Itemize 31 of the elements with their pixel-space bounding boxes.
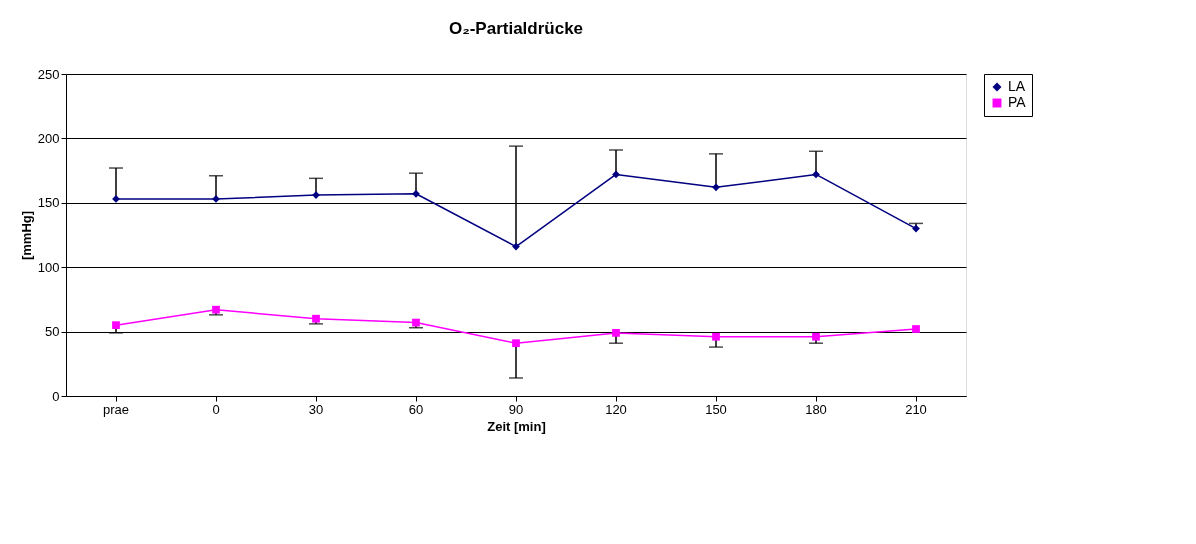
point (712, 332, 720, 341)
x-tick-label: 0 (212, 401, 220, 417)
point (412, 189, 420, 198)
y-tick-label: 50 (45, 324, 60, 340)
y-axis-title: [mmHg] (18, 210, 34, 261)
x-tick-label: 90 (508, 401, 524, 417)
x-tick-label: 120 (605, 401, 627, 417)
x-tick-label: 150 (705, 401, 727, 417)
point (712, 183, 720, 192)
y-tick-label: 0 (52, 388, 60, 404)
point (112, 321, 120, 330)
point (612, 329, 620, 337)
point (912, 325, 920, 333)
point (512, 339, 520, 348)
legend-label: LA (1008, 78, 1026, 94)
chart-title: O₂-Partialdrücke (448, 19, 584, 38)
x-tick-label: 180 (805, 401, 827, 417)
y-tick-label: 250 (37, 66, 60, 82)
x-tick-label: 60 (408, 401, 424, 417)
point (812, 170, 820, 179)
y-tick-label: 100 (37, 259, 60, 275)
x-tick-label: 210 (905, 401, 927, 417)
y-tick-label: 150 (37, 195, 60, 211)
x-axis-title: Zeit [min] (487, 418, 546, 434)
point (812, 332, 820, 341)
legend-label: PA (1008, 94, 1027, 110)
point (512, 242, 520, 251)
point (612, 170, 620, 179)
y-tick-label: 200 (37, 130, 60, 146)
x-tick-label: 30 (308, 401, 324, 417)
x-tick-label: prae (102, 401, 130, 417)
